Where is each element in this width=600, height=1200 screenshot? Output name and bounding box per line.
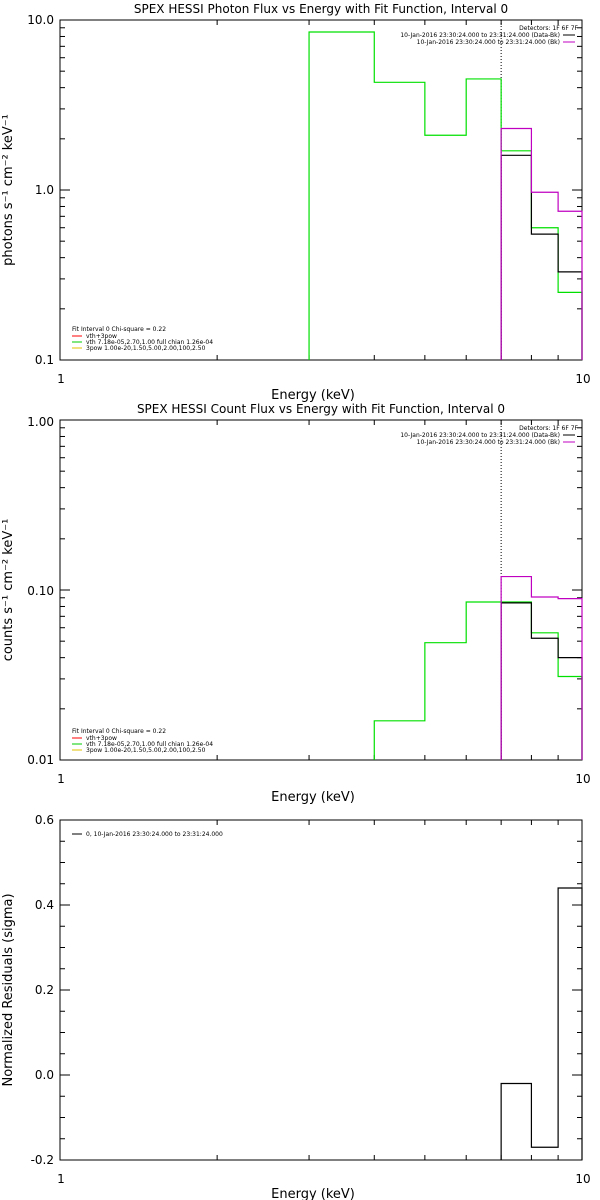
y-tick-label: 10.0	[27, 13, 54, 27]
legend-entry-label: 10-Jan-2016 23:30:24.000 to 23:31:24.000…	[417, 39, 560, 46]
legend-entry-label: vth 7.18e-05,2.70,1.00 full chian 1.26e-…	[86, 741, 213, 748]
legend-entry-label: 3pow 1.00e-20,1.50,5.00,2.00,100,2.50	[86, 345, 206, 352]
plot-frame	[59, 819, 583, 1161]
legend-entry-label: vth 7.18e-05,2.70,1.00 full chian 1.26e-…	[86, 339, 213, 346]
y-axis-label: Normalized Residuals (sigma)	[1, 893, 16, 1086]
legend-header: Detectors: 1F 6F 7F	[519, 425, 578, 432]
legend-entry-label: vth+3pow	[86, 333, 117, 340]
y-axis-label: counts s⁻¹ cm⁻² keV⁻¹	[1, 519, 16, 662]
legend-entry-label: 10-Jan-2016 23:30:24.000 to 23:31:24.000…	[417, 439, 560, 446]
y-tick-label: 0.1	[35, 353, 54, 367]
legend-header: Fit Interval 0 Chi-square = 0.22	[72, 728, 166, 735]
x-tick-label: 1	[57, 372, 65, 386]
series-line	[500, 602, 583, 760]
series-line	[500, 154, 583, 360]
legend-header: Fit Interval 0 Chi-square = 0.22	[72, 326, 166, 333]
x-axis-label: Energy (keV)	[271, 1187, 355, 1200]
legend-entry-label: vth+3pow	[86, 735, 117, 742]
y-tick-label: 0.4	[35, 898, 54, 912]
series-group	[373, 575, 583, 760]
x-axis-label: Energy (keV)	[271, 388, 355, 403]
series-line	[500, 575, 583, 760]
y-tick-label: -0.2	[31, 1153, 54, 1167]
y-tick-label: 0.6	[35, 813, 54, 827]
y-tick-label: 0.10	[27, 584, 54, 598]
chart-title: SPEX HESSI Photon Flux vs Energy with Fi…	[134, 2, 508, 16]
legend-entry-label: 0, 10-Jan-2016 23:30:24.000 to 23:31:24.…	[86, 831, 223, 838]
y-tick-label: 0.0	[35, 1068, 54, 1082]
x-tick-label: 10	[575, 1172, 590, 1186]
legend-entry-label: 10-Jan-2016 23:30:24.000 to 23:31:24.000…	[400, 432, 560, 439]
x-tick-label: 1	[57, 772, 65, 786]
axis-ticks	[59, 19, 583, 361]
x-axis-label: Energy (keV)	[271, 790, 355, 805]
series-group	[500, 887, 583, 1160]
legend-entry-label: 3pow 1.00e-20,1.50,5.00,2.00,100,2.50	[86, 747, 206, 754]
y-tick-label: 0.01	[27, 753, 54, 767]
y-axis-label: photons s⁻¹ cm⁻² keV⁻¹	[1, 114, 16, 266]
series-line	[500, 887, 583, 1160]
x-tick-label: 10	[575, 372, 590, 386]
series-line	[500, 127, 583, 360]
legend-header: Detectors: 1F 6F 7F	[519, 25, 578, 32]
legend-entry-label: 10-Jan-2016 23:30:24.000 to 23:31:24.000…	[400, 32, 560, 39]
y-tick-label: 0.2	[35, 983, 54, 997]
y-tick-label: 1.0	[35, 183, 54, 197]
series-group	[308, 31, 583, 360]
axis-ticks	[59, 819, 583, 1161]
x-tick-label: 1	[57, 1172, 65, 1186]
chart-title: SPEX HESSI Count Flux vs Energy with Fit…	[137, 402, 505, 416]
x-tick-label: 10	[575, 772, 590, 786]
y-tick-label: 1.00	[27, 415, 54, 429]
